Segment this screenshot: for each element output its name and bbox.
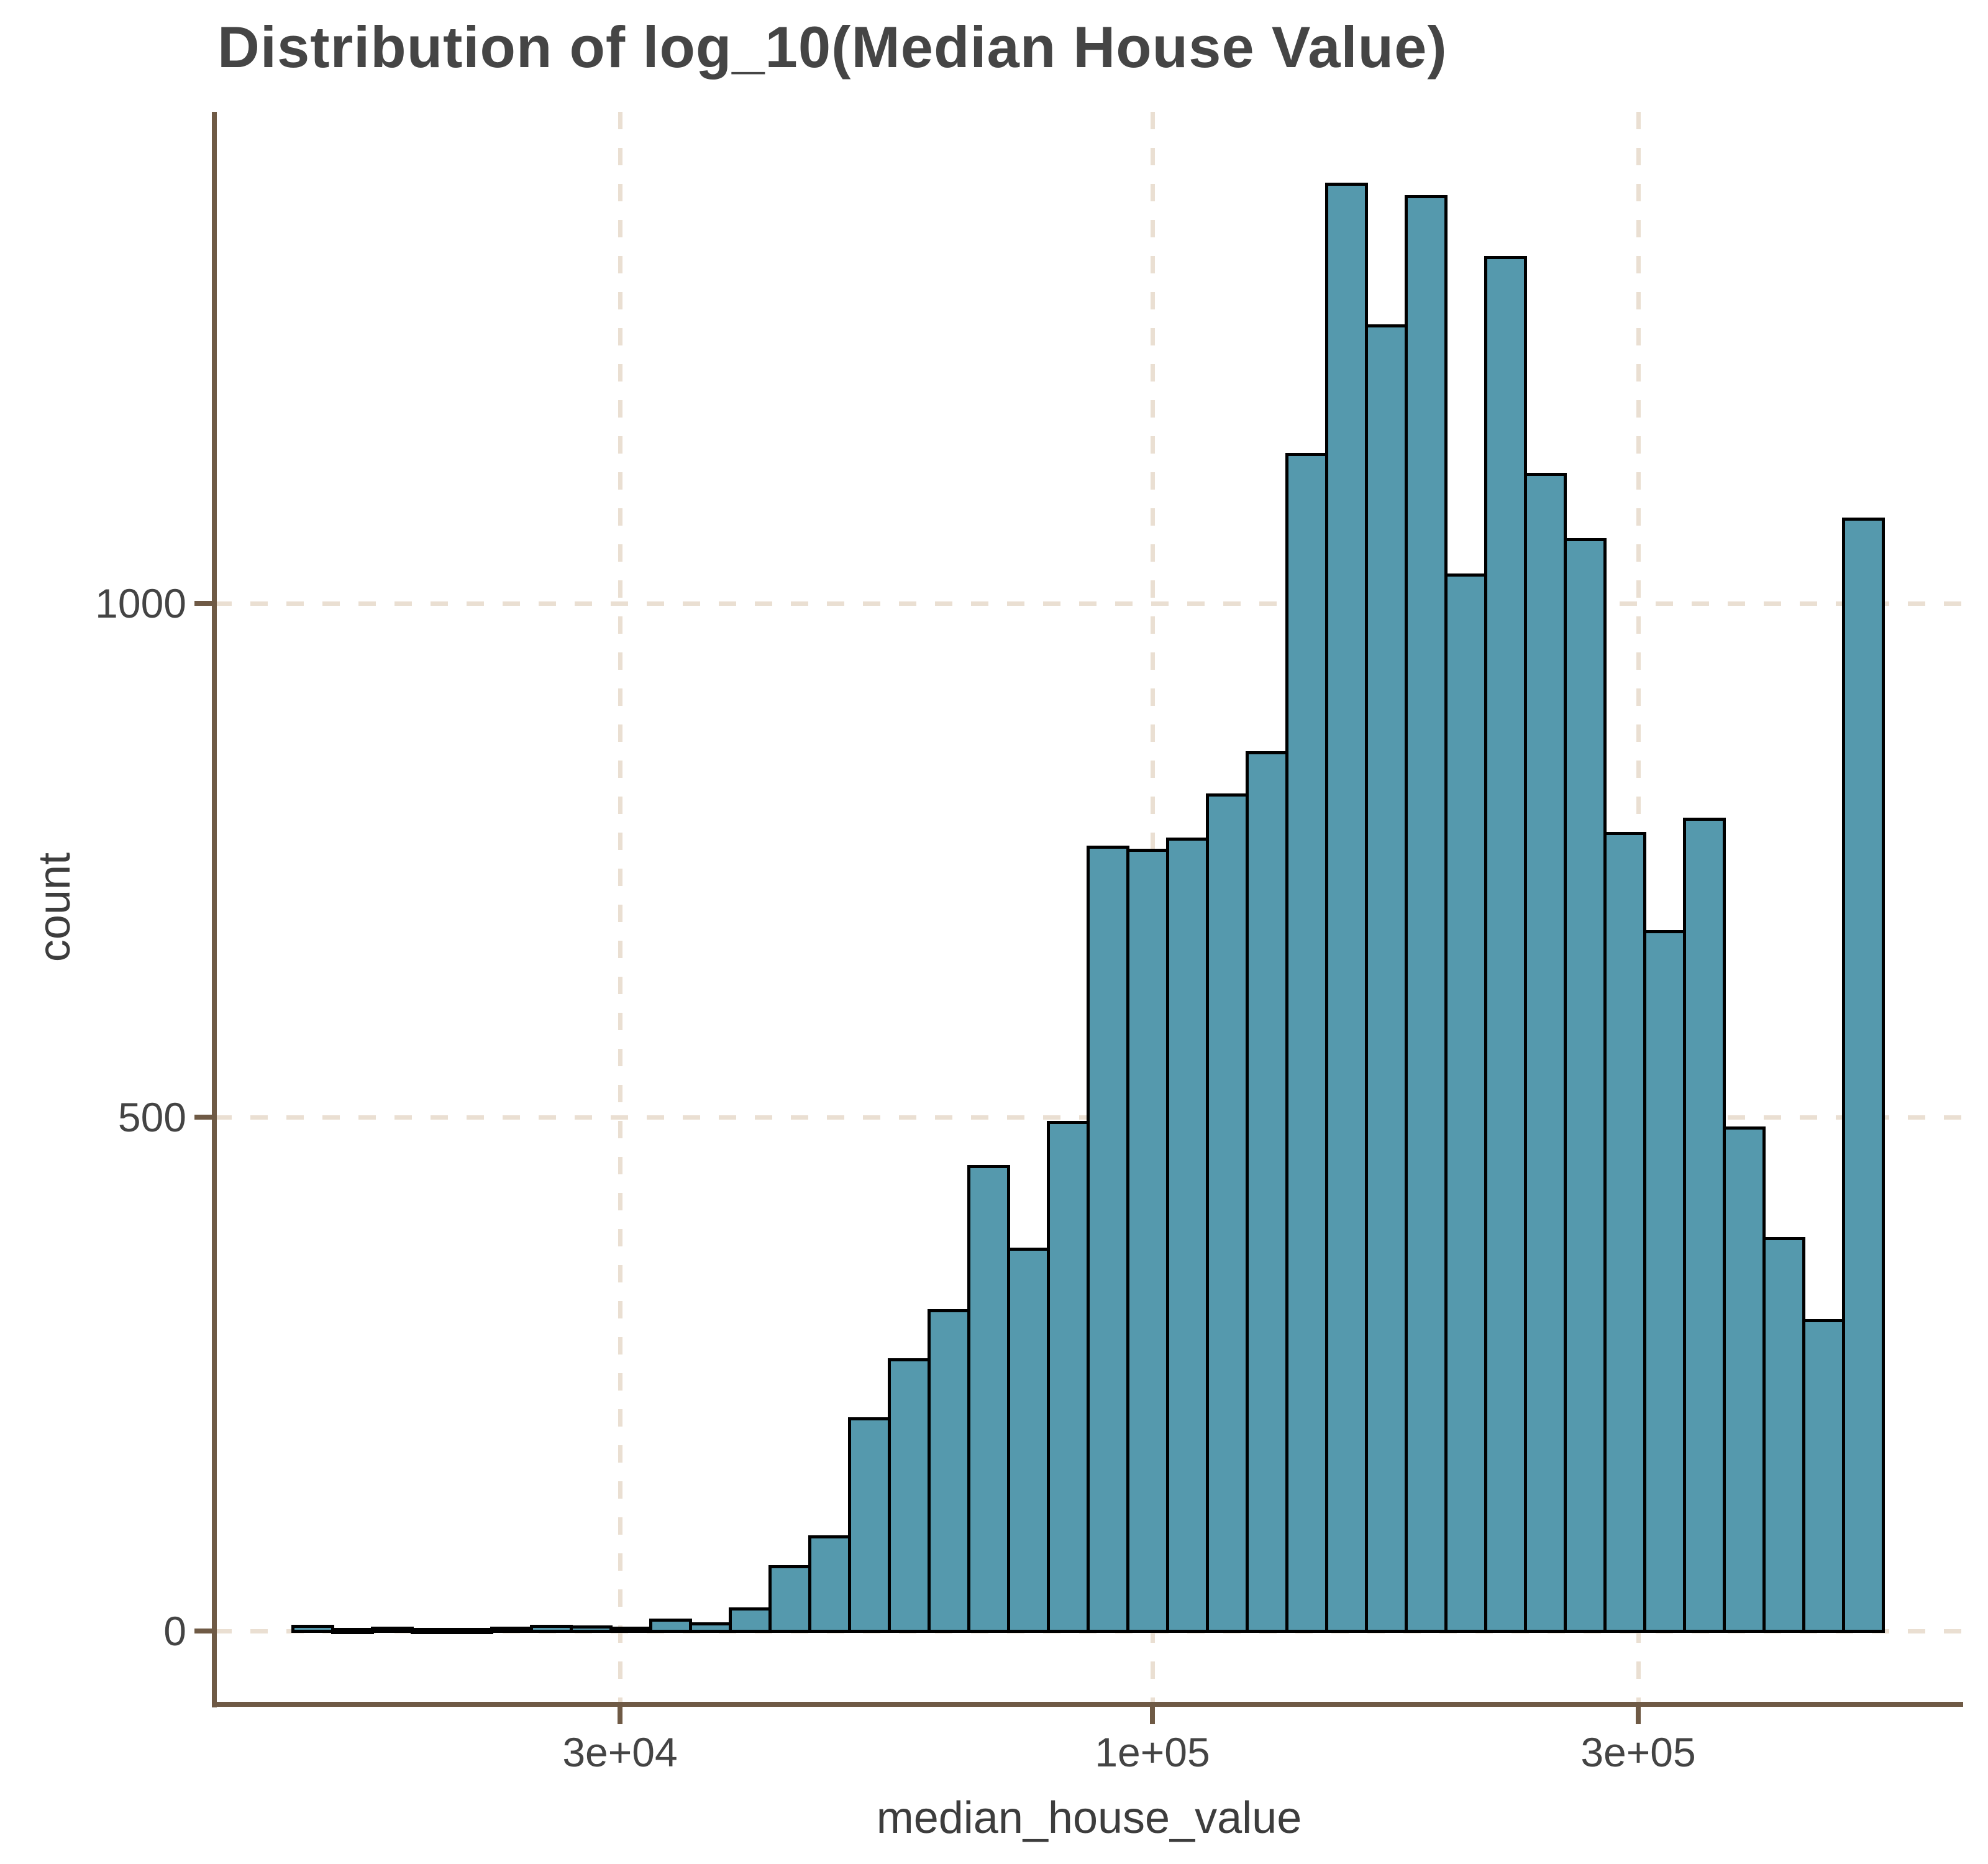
histogram-bar-18 bbox=[1007, 1248, 1050, 1633]
x-tick-label-3e+04: 3e+04 bbox=[562, 1729, 678, 1775]
y-tick-label-500: 500 bbox=[117, 1094, 186, 1140]
histogram-bar-14 bbox=[848, 1417, 891, 1633]
y-tick-500 bbox=[194, 1115, 212, 1120]
y-tick-label-0: 0 bbox=[163, 1608, 186, 1654]
histogram-bar-37 bbox=[1762, 1237, 1805, 1633]
histogram-bar-26 bbox=[1325, 183, 1368, 1633]
histogram-bar-30 bbox=[1484, 256, 1527, 1633]
histogram-bar-0 bbox=[291, 1625, 334, 1633]
x-axis-title: median_house_value bbox=[876, 1793, 1302, 1843]
histogram-bar-22 bbox=[1166, 838, 1209, 1633]
gridline-x-3e+04 bbox=[618, 112, 622, 1702]
histogram-bar-32 bbox=[1564, 538, 1607, 1633]
histogram-bar-8 bbox=[609, 1627, 652, 1633]
histogram-bar-34 bbox=[1643, 930, 1686, 1633]
histogram-bar-27 bbox=[1365, 324, 1408, 1633]
chart-title: Distribution of log_10(Median House Valu… bbox=[217, 14, 1448, 80]
histogram-bar-5 bbox=[490, 1627, 533, 1633]
y-tick-0 bbox=[194, 1629, 212, 1633]
histogram-bar-31 bbox=[1524, 473, 1567, 1633]
y-axis-line bbox=[212, 112, 217, 1707]
histogram-bar-4 bbox=[450, 1628, 493, 1634]
y-tick-1000 bbox=[194, 601, 212, 606]
histogram-bar-9 bbox=[649, 1619, 692, 1633]
histogram-bar-19 bbox=[1047, 1121, 1090, 1633]
x-tick-label-1e+05: 1e+05 bbox=[1095, 1729, 1210, 1775]
x-tick-1e+05 bbox=[1150, 1707, 1155, 1724]
histogram-bar-12 bbox=[768, 1565, 811, 1633]
x-tick-3e+04 bbox=[618, 1707, 622, 1724]
histogram-bar-15 bbox=[888, 1358, 931, 1633]
histogram-bar-16 bbox=[928, 1309, 970, 1633]
histogram-bar-39 bbox=[1842, 518, 1885, 1633]
histogram-bar-13 bbox=[808, 1535, 851, 1633]
histogram-bar-11 bbox=[729, 1607, 772, 1633]
histogram-bar-33 bbox=[1603, 832, 1646, 1633]
histogram-bar-25 bbox=[1285, 453, 1328, 1633]
histogram-bar-2 bbox=[371, 1627, 414, 1633]
histogram-bar-36 bbox=[1723, 1126, 1766, 1633]
histogram-bar-3 bbox=[411, 1628, 454, 1634]
histogram-bar-20 bbox=[1087, 846, 1129, 1633]
histogram-bar-24 bbox=[1246, 751, 1288, 1633]
histogram-bar-35 bbox=[1683, 818, 1726, 1633]
histogram-bar-38 bbox=[1802, 1319, 1845, 1633]
histogram-bar-7 bbox=[570, 1625, 613, 1633]
histogram-bar-10 bbox=[689, 1622, 732, 1633]
x-tick-label-3e+05: 3e+05 bbox=[1580, 1729, 1696, 1775]
histogram-bar-23 bbox=[1206, 793, 1249, 1633]
histogram-bar-1 bbox=[331, 1628, 374, 1634]
histogram-bar-29 bbox=[1444, 573, 1487, 1633]
x-axis-line bbox=[212, 1702, 1963, 1707]
histogram-bar-17 bbox=[967, 1165, 1010, 1633]
histogram-bar-28 bbox=[1405, 195, 1448, 1633]
y-tick-label-1000: 1000 bbox=[95, 580, 186, 626]
x-tick-3e+05 bbox=[1636, 1707, 1641, 1724]
histogram-bar-21 bbox=[1126, 849, 1169, 1633]
histogram-bar-6 bbox=[530, 1625, 573, 1633]
y-axis-title: count bbox=[30, 852, 80, 962]
gridline-y-1000 bbox=[214, 601, 1963, 606]
